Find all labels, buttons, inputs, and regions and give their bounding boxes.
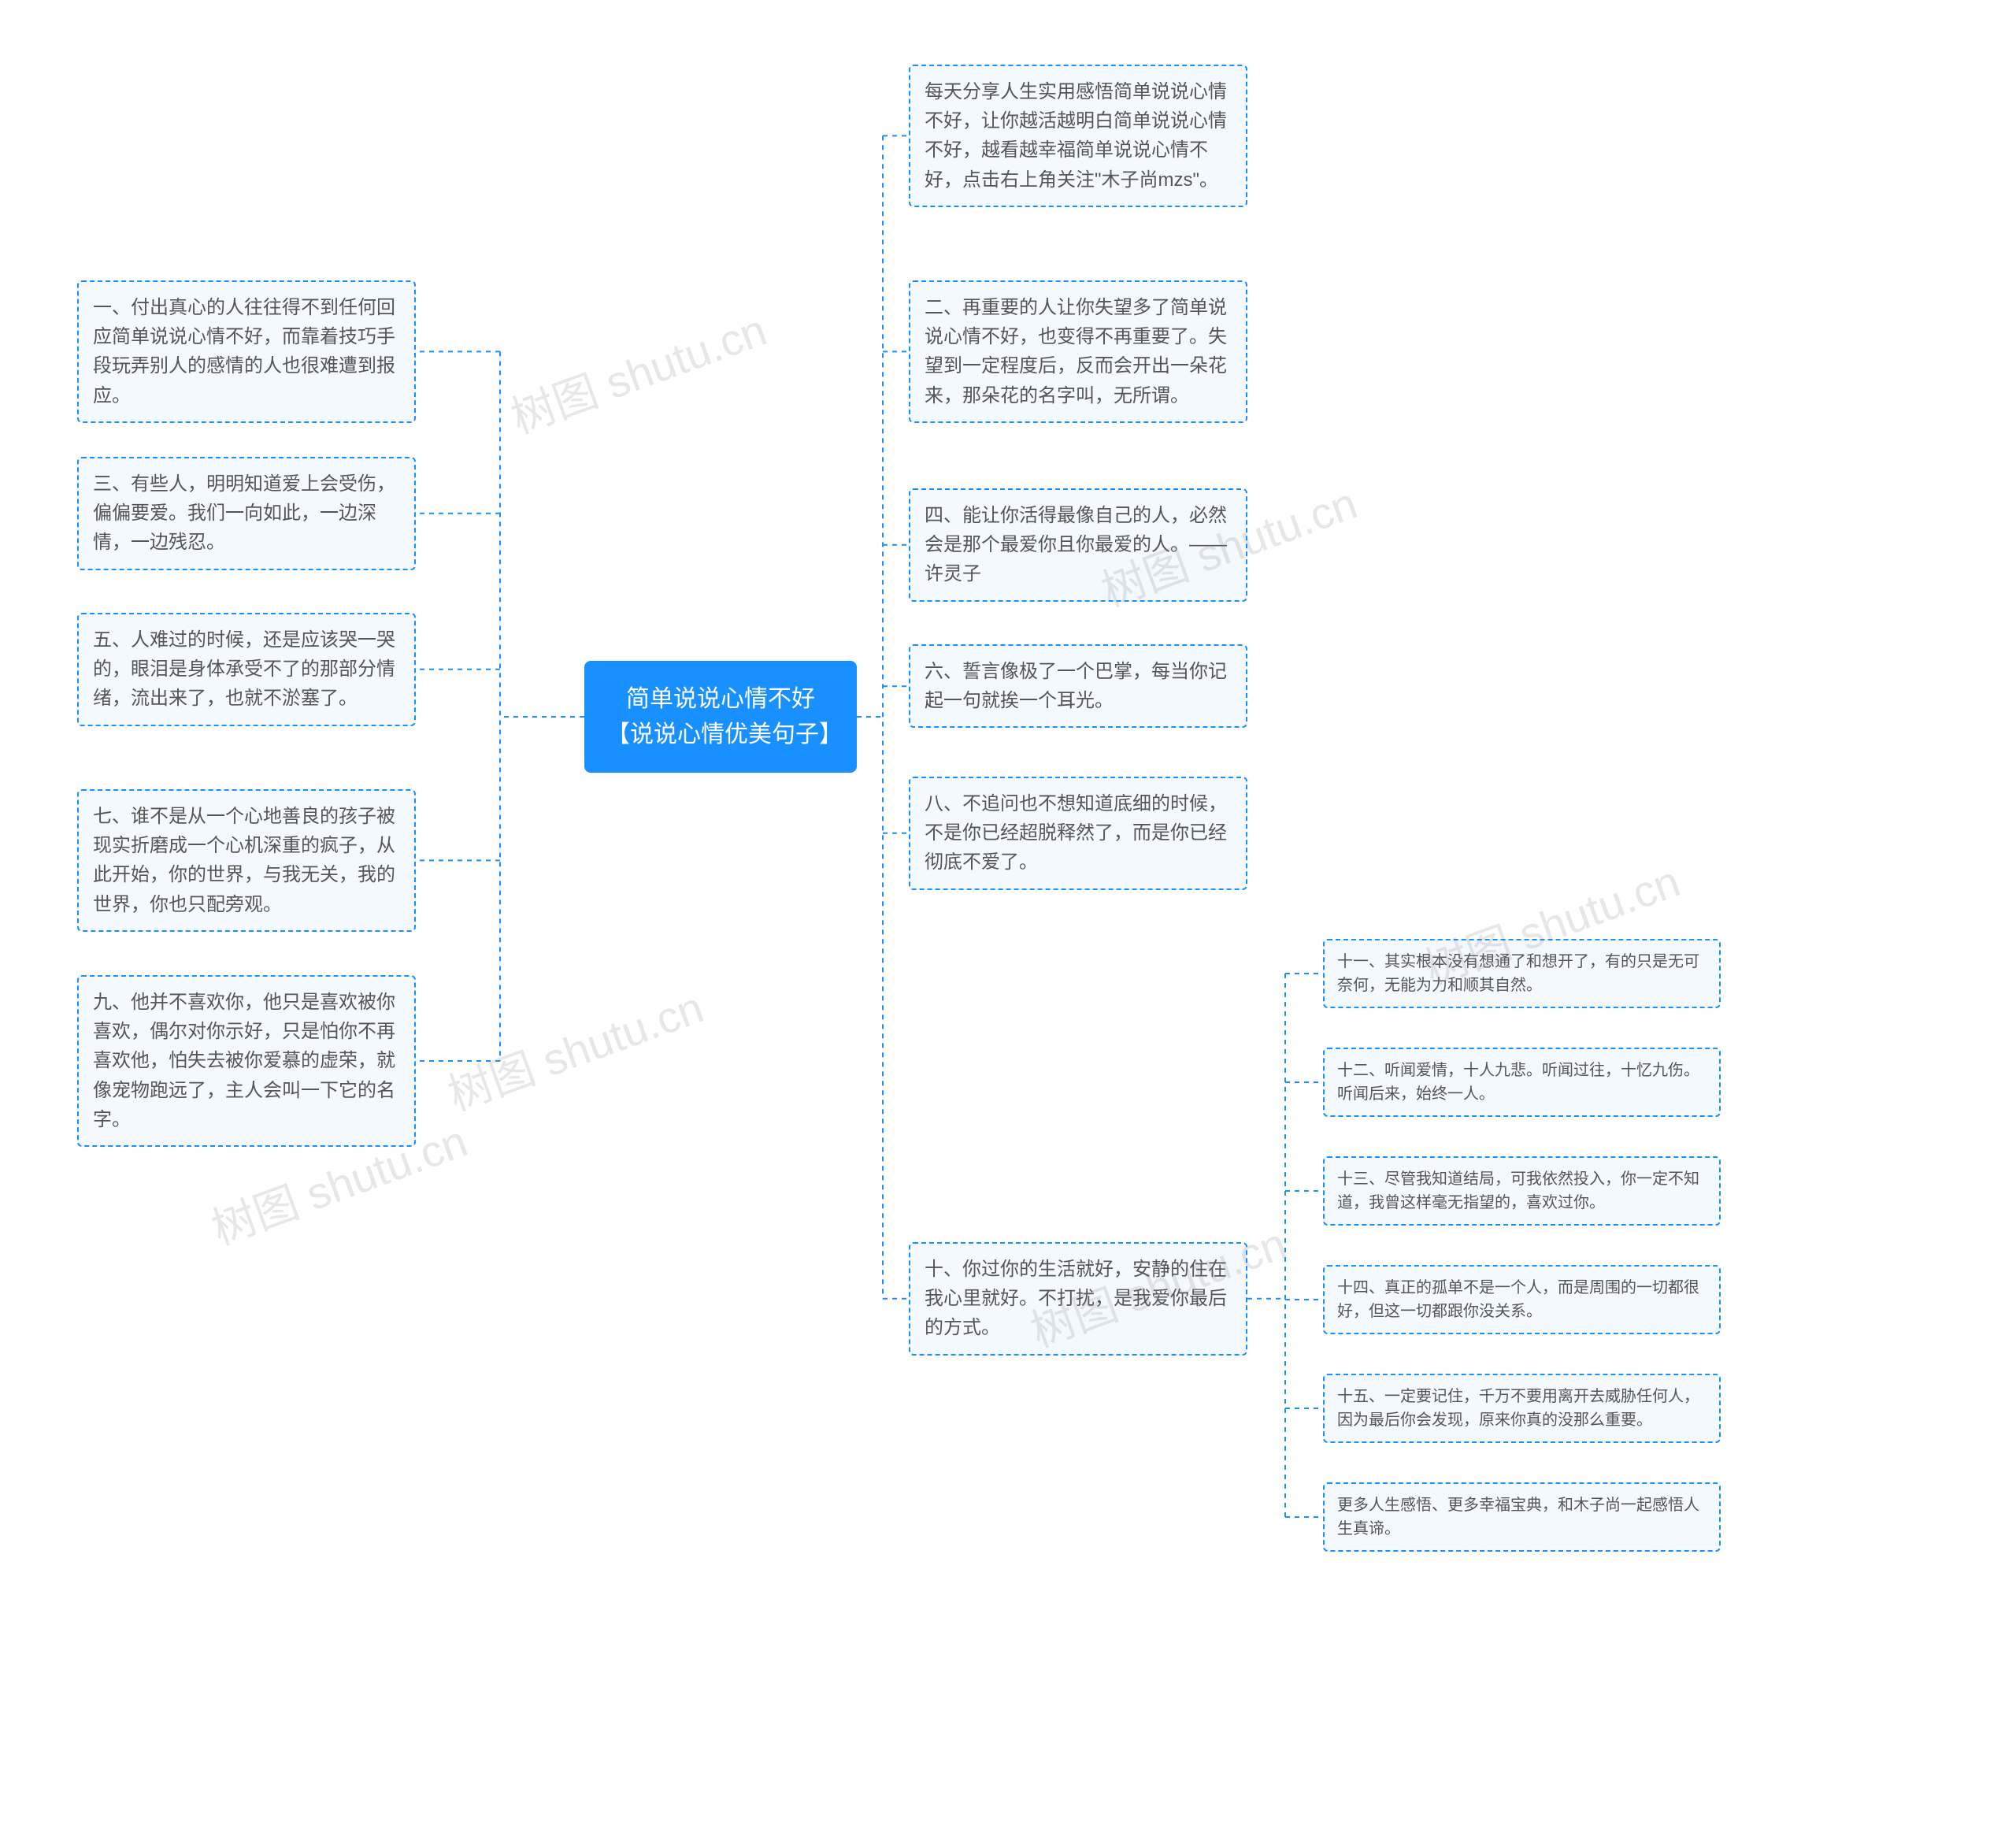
- node-text: 十一、其实根本没有想通了和想开了，有的只是无可奈何，无能为力和顺其自然。: [1337, 953, 1699, 994]
- node-text: 三、有些人，明明知道爱上会受伤，偏偏要爱。我们一向如此，一边深情，一边残忍。: [93, 473, 395, 553]
- sub-node-11: 十一、其实根本没有想通了和想开了，有的只是无可奈何，无能为力和顺其自然。: [1323, 939, 1721, 1008]
- node-text: 更多人生感悟、更多幸福宝典，和木子尚一起感悟人生真谛。: [1337, 1497, 1699, 1538]
- node-text: 四、能让你活得最像自己的人，必然会是那个最爱你且你最爱的人。——许灵子: [925, 505, 1227, 584]
- watermark: 树图 shutu.cn: [438, 972, 711, 1123]
- left-node-7: 七、谁不是从一个心地善良的孩子被现实折磨成一个心机深重的疯子，从此开始，你的世界…: [77, 789, 416, 932]
- node-text: 九、他并不喜欢你，他只是喜欢被你喜欢，偶尔对你示好，只是怕你不再喜欢他，怕失去被…: [93, 992, 395, 1130]
- node-text: 六、誓言像极了一个巴掌，每当你记起一句就挨一个耳光。: [925, 661, 1227, 711]
- node-text: 七、谁不是从一个心地善良的孩子被现实折磨成一个心机深重的疯子，从此开始，你的世界…: [93, 806, 395, 915]
- sub-node-12: 十二、听闻爱情，十人九悲。听闻过往，十忆九伤。听闻后来，始终一人。: [1323, 1048, 1721, 1117]
- left-node-3: 三、有些人，明明知道爱上会受伤，偏偏要爱。我们一向如此，一边深情，一边残忍。: [77, 457, 416, 570]
- node-text: 十四、真正的孤单不是一个人，而是周围的一切都很好，但这一切都跟你没关系。: [1337, 1279, 1699, 1320]
- sub-node-15: 十五、一定要记住，千万不要用离开去威胁任何人，因为最后你会发现，原来你真的没那么…: [1323, 1374, 1721, 1443]
- node-text: 八、不追问也不想知道底细的时候，不是你已经超脱释然了，而是你已经彻底不爱了。: [925, 793, 1227, 873]
- root-text: 简单说说心情不好【说说心情优美句子】: [606, 686, 843, 747]
- right-node-10: 十、你过你的生活就好，安静的住在我心里就好。不打扰，是我爱你最后的方式。: [909, 1242, 1247, 1356]
- mindmap-canvas: 简单说说心情不好【说说心情优美句子】 一、付出真心的人往往得不到任何回应简单说说…: [0, 0, 2016, 1825]
- node-text: 一、付出真心的人往往得不到任何回应简单说说心情不好，而靠着技巧手段玩弄别人的感情…: [93, 297, 395, 406]
- node-text: 二、再重要的人让你失望多了简单说说心情不好，也变得不再重要了。失望到一定程度后，…: [925, 297, 1227, 406]
- left-node-5: 五、人难过的时候，还是应该哭一哭的，眼泪是身体承受不了的那部分情绪，流出来了，也…: [77, 613, 416, 726]
- right-node-2: 二、再重要的人让你失望多了简单说说心情不好，也变得不再重要了。失望到一定程度后，…: [909, 280, 1247, 423]
- node-text: 十三、尽管我知道结局，可我依然投入，你一定不知道，我曾这样毫无指望的，喜欢过你。: [1337, 1170, 1699, 1211]
- right-node-8: 八、不追问也不想知道底细的时候，不是你已经超脱释然了，而是你已经彻底不爱了。: [909, 777, 1247, 890]
- right-node-4: 四、能让你活得最像自己的人，必然会是那个最爱你且你最爱的人。——许灵子: [909, 488, 1247, 602]
- sub-node-13: 十三、尽管我知道结局，可我依然投入，你一定不知道，我曾这样毫无指望的，喜欢过你。: [1323, 1156, 1721, 1226]
- left-node-1: 一、付出真心的人往往得不到任何回应简单说说心情不好，而靠着技巧手段玩弄别人的感情…: [77, 280, 416, 423]
- root-node: 简单说说心情不好【说说心情优美句子】: [584, 661, 857, 773]
- node-text: 每天分享人生实用感悟简单说说心情不好，让你越活越明白简单说说心情不好，越看越幸福…: [925, 81, 1227, 191]
- node-text: 十二、听闻爱情，十人九悲。听闻过往，十忆九伤。听闻后来，始终一人。: [1337, 1062, 1699, 1103]
- sub-node-14: 十四、真正的孤单不是一个人，而是周围的一切都很好，但这一切都跟你没关系。: [1323, 1265, 1721, 1334]
- right-node-intro: 每天分享人生实用感悟简单说说心情不好，让你越活越明白简单说说心情不好，越看越幸福…: [909, 65, 1247, 207]
- right-node-6: 六、誓言像极了一个巴掌，每当你记起一句就挨一个耳光。: [909, 644, 1247, 728]
- left-node-9: 九、他并不喜欢你，他只是喜欢被你喜欢，偶尔对你示好，只是怕你不再喜欢他，怕失去被…: [77, 975, 416, 1147]
- node-text: 十、你过你的生活就好，安静的住在我心里就好。不打扰，是我爱你最后的方式。: [925, 1259, 1227, 1338]
- node-text: 十五、一定要记住，千万不要用离开去威胁任何人，因为最后你会发现，原来你真的没那么…: [1337, 1388, 1699, 1429]
- watermark: 树图 shutu.cn: [501, 295, 774, 446]
- sub-node-more: 更多人生感悟、更多幸福宝典，和木子尚一起感悟人生真谛。: [1323, 1482, 1721, 1552]
- node-text: 五、人难过的时候，还是应该哭一哭的，眼泪是身体承受不了的那部分情绪，流出来了，也…: [93, 629, 395, 709]
